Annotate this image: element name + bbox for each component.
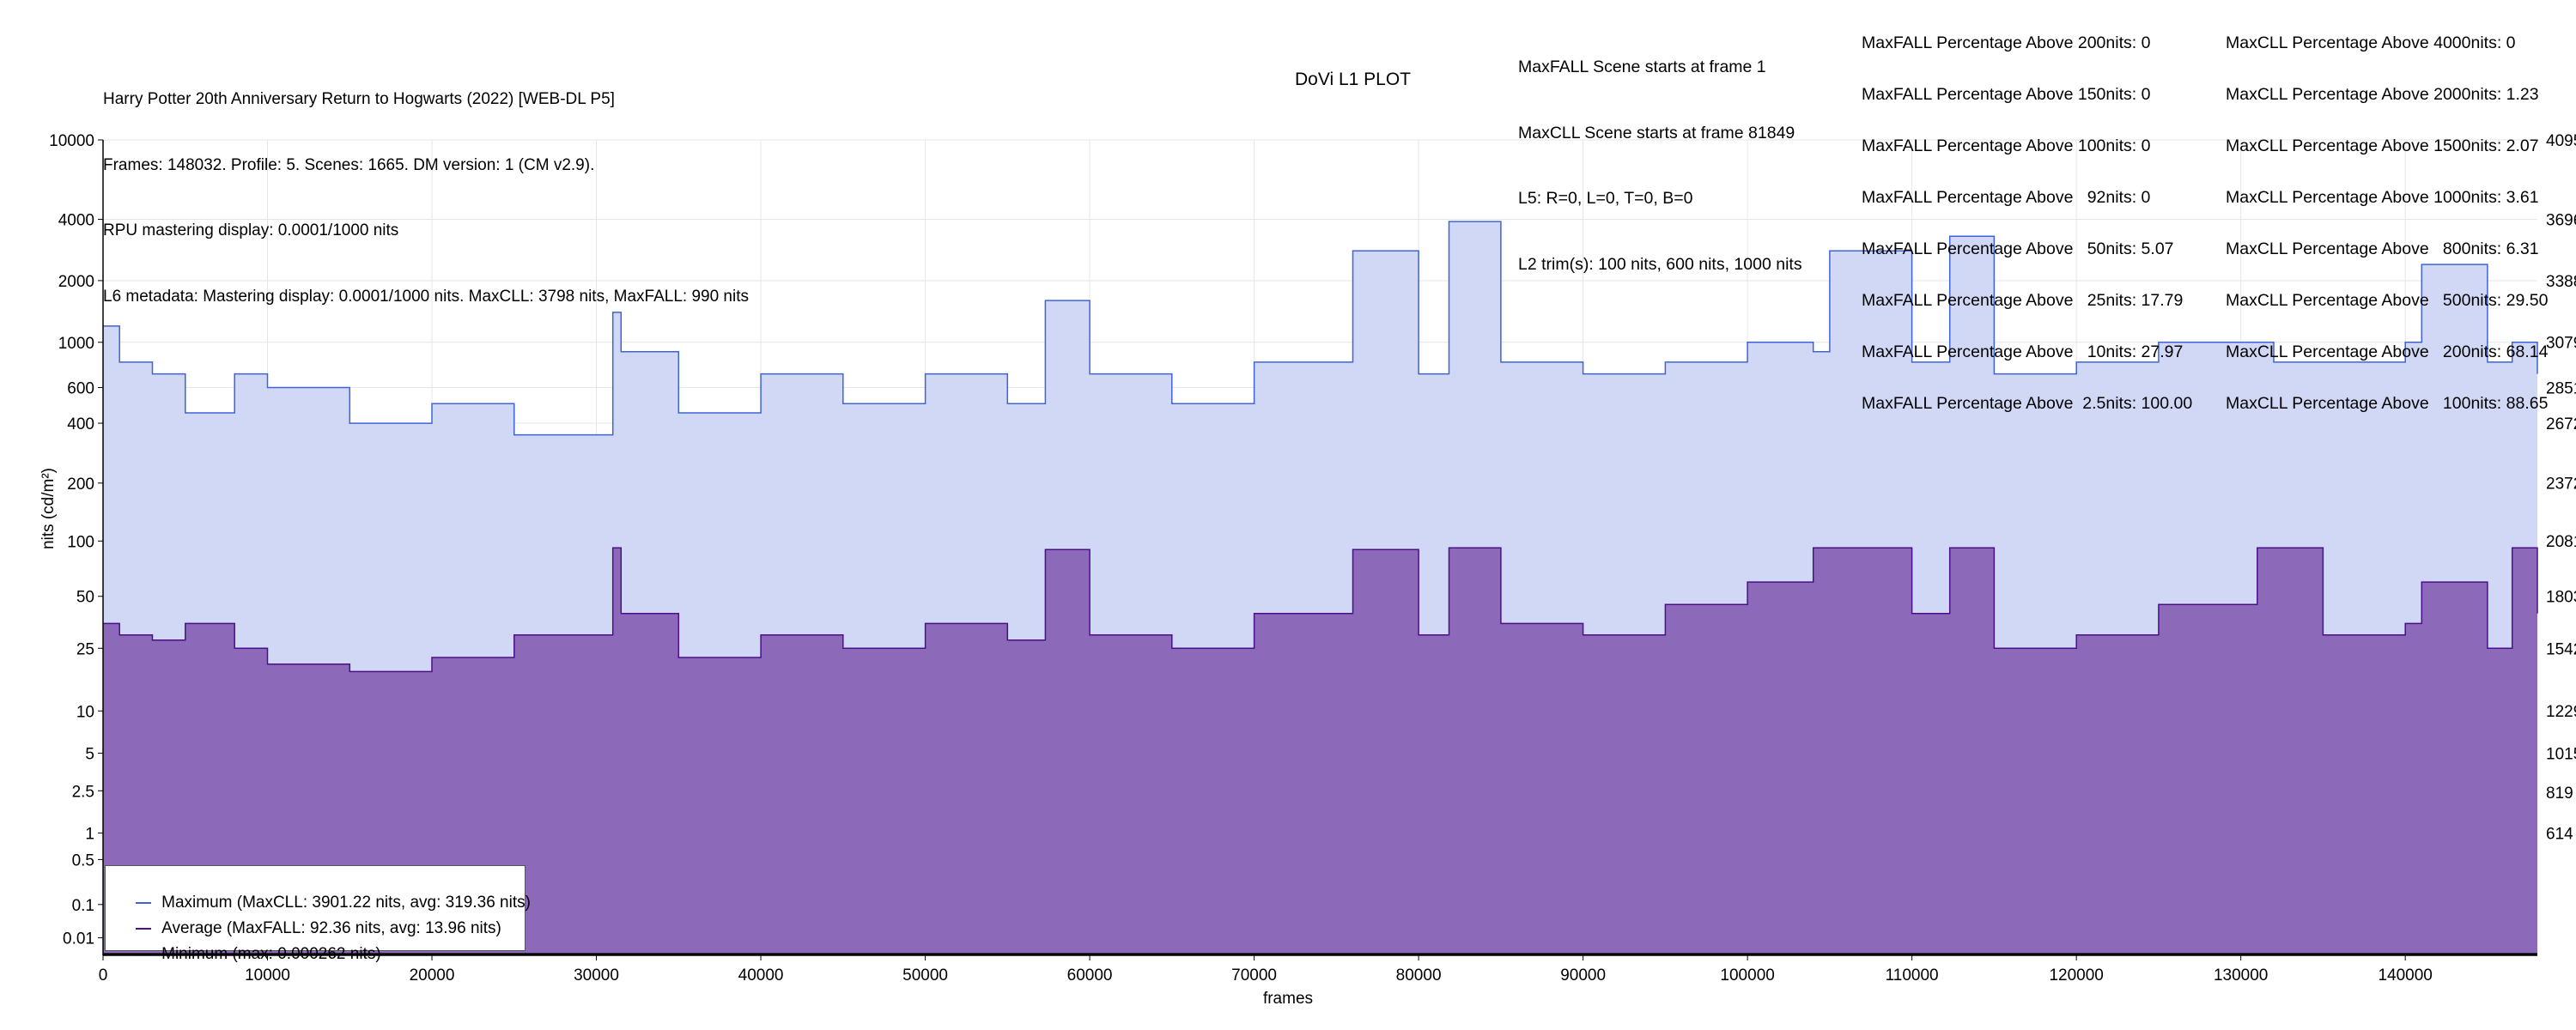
y-tick-label: 1	[85, 826, 94, 844]
scene-info-block: MaxFALL Scene starts at frame 1 MaxCLL S…	[1518, 13, 1802, 298]
x-tick-label: 80000	[1396, 966, 1442, 985]
y-tick-label: 200	[67, 476, 94, 494]
y-tick-label: 4000	[58, 212, 94, 230]
maxfall-pct-row: MaxFALL Percentage Above 25nits: 17.79	[1862, 291, 2184, 310]
maxcll-pct-row: MaxCLL Percentage Above 1500nits: 2.07	[2226, 136, 2539, 155]
legend-swatch-maximum	[136, 901, 152, 904]
maxcll-pct-row: MaxCLL Percentage Above 100nits: 88.65	[2226, 394, 2549, 413]
x-axis-label: frames	[1262, 990, 1314, 1008]
maxcll-pct-row: MaxCLL Percentage Above 1000nits: 3.61	[2226, 188, 2539, 207]
maxfall-pct-row: MaxFALL Percentage Above 2.5nits: 100.00	[1862, 394, 2193, 413]
series-lines	[103, 221, 2538, 955]
maxfall-percentages: MaxFALL Percentage Above 200nits: 0 MaxF…	[1862, 0, 2192, 429]
y-right-tick-label: 1015	[2546, 746, 2576, 764]
maxfall-pct-row: MaxFALL Percentage Above 150nits: 0	[1862, 85, 2151, 104]
y-tick-label: 100	[67, 533, 94, 551]
series-fills	[103, 221, 2537, 956]
y-right-tick-label: 1542	[2546, 640, 2576, 658]
legend-item-minimum: Minimum (max: 0.000262 nits)	[118, 926, 381, 983]
maxfall-pct-row: MaxFALL Percentage Above 50nits: 5.07	[1862, 239, 2174, 258]
maximum-line	[103, 221, 2538, 436]
average-area	[103, 548, 2537, 955]
x-tick-label: 20000	[410, 966, 455, 985]
y-right-tick-label: 1229	[2546, 703, 2576, 721]
x-tick-label: 10000	[245, 966, 290, 985]
x-tick-label: 60000	[1067, 966, 1113, 985]
title-line: Harry Potter 20th Anniversary Return to …	[103, 90, 615, 108]
y-tick-label: 0.1	[72, 897, 94, 915]
y-tick-label: 1000	[58, 335, 94, 353]
y-right-tick-label: 3079	[2546, 335, 2576, 353]
l5-line: L5: R=0, L=0, T=0, B=0	[1518, 189, 1693, 208]
maxfall-scene-line: MaxFALL Scene starts at frame 1	[1518, 58, 1766, 76]
legend-label-maximum: Maximum (MaxCLL: 3901.22 nits, avg: 319.…	[161, 894, 531, 912]
x-tick-label: 90000	[1560, 966, 1606, 985]
frames-line: Frames: 148032. Profile: 5. Scenes: 1665…	[103, 155, 595, 174]
y-tick-label: 25	[76, 640, 94, 658]
y-right-tick-label: 819	[2546, 785, 2573, 803]
average-line	[103, 547, 2538, 673]
maxcll-pct-row: MaxCLL Percentage Above 200nits: 68.14	[2226, 342, 2549, 361]
x-tick-label: 130000	[2214, 966, 2268, 985]
y-tick-label: 600	[67, 380, 94, 398]
maxcll-pct-row: MaxCLL Percentage Above 2000nits: 1.23	[2226, 85, 2539, 104]
maxcll-pct-row: MaxCLL Percentage Above 500nits: 29.50	[2226, 291, 2549, 310]
legend-label-average: Average (MaxFALL: 92.36 nits, avg: 13.96…	[161, 919, 501, 937]
maxfall-pct-row: MaxFALL Percentage Above 200nits: 0	[1862, 33, 2151, 52]
legend-item-maximum: Maximum (MaxCLL: 3901.22 nits, avg: 319.…	[118, 875, 531, 931]
legend-item-average: Average (MaxFALL: 92.36 nits, avg: 13.96…	[118, 900, 501, 957]
x-tick-label: 120000	[2049, 966, 2103, 985]
y-right-tick-label: 2851	[2546, 380, 2576, 398]
chart-title: DoVi L1 PLOT	[1295, 70, 1412, 89]
y-tick-label: 2000	[58, 273, 94, 291]
x-tick-label: 140000	[2378, 966, 2432, 985]
rpu-mastering-line: RPU mastering display: 0.0001/1000 nits	[103, 221, 399, 239]
l6-metadata-line: L6 metadata: Mastering display: 0.0001/1…	[103, 287, 749, 306]
x-tick-label: 0	[99, 966, 108, 985]
y-right-tick-label: 3388	[2546, 273, 2576, 291]
y-tick-label: 0.5	[72, 851, 94, 869]
x-tick-label: 40000	[738, 966, 784, 985]
title-info-block: Harry Potter 20th Anniversary Return to …	[103, 45, 749, 330]
legend-label-minimum: Minimum (max: 0.000262 nits)	[161, 945, 381, 963]
y-right-tick-label: 614	[2546, 826, 2573, 844]
x-tick-label: 50000	[902, 966, 948, 985]
y-right-tick-label: 3696	[2546, 212, 2576, 230]
maxfall-pct-row: MaxFALL Percentage Above 92nits: 0	[1862, 188, 2151, 207]
maxfall-pct-row: MaxFALL Percentage Above 100nits: 0	[1862, 136, 2151, 155]
y-right-tick-label: 4095	[2546, 132, 2576, 150]
x-tick-label: 100000	[1720, 966, 1774, 985]
y-right-tick-label: 1803	[2546, 589, 2576, 607]
x-tick-label: 110000	[1886, 966, 1939, 985]
chart-legend: Maximum (MaxCLL: 3901.22 nits, avg: 319.…	[105, 865, 531, 963]
y-tick-label: 400	[67, 415, 94, 433]
y-tick-label: 10000	[49, 132, 94, 150]
legend-swatch-average	[136, 927, 152, 930]
maxcll-pct-row: MaxCLL Percentage Above 4000nits: 0	[2226, 33, 2516, 52]
x-tick-label: 70000	[1231, 966, 1277, 985]
maxcll-scene-line: MaxCLL Scene starts at frame 81849	[1518, 123, 1795, 142]
l2-trims-line: L2 trim(s): 100 nits, 600 nits, 1000 nit…	[1518, 254, 1802, 274]
x-tick-label: 30000	[574, 966, 619, 985]
y-tick-label: 5	[85, 746, 94, 764]
y-axis-label: nits (cd/m²)	[39, 468, 58, 549]
y-tick-label: 50	[76, 589, 94, 607]
tick-labels: 1000040002000100060040020010050251052.51…	[49, 132, 2576, 985]
legend-swatch-minimum	[136, 953, 152, 955]
maxfall-pct-row: MaxFALL Percentage Above 10nits: 27.97	[1862, 342, 2184, 361]
maxcll-percentages: MaxCLL Percentage Above 4000nits: 0 MaxC…	[2226, 0, 2548, 429]
y-tick-label: 10	[76, 703, 94, 721]
maxcll-pct-row: MaxCLL Percentage Above 800nits: 6.31	[2226, 239, 2539, 258]
y-tick-label: 0.01	[63, 930, 94, 948]
axes	[98, 139, 2537, 960]
y-tick-label: 2.5	[72, 783, 94, 801]
